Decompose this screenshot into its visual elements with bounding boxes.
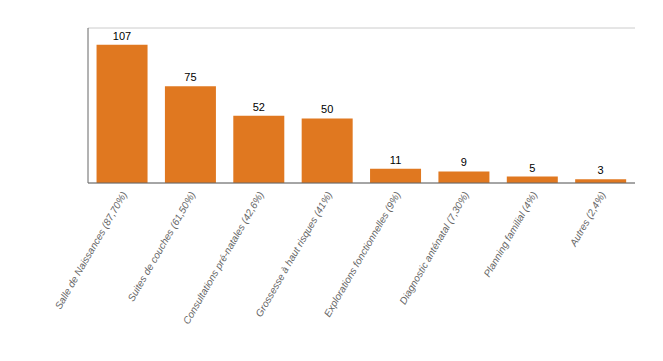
svg-text:Consultations pré-natales (42,: Consultations pré-natales (42,6%) [181, 190, 266, 326]
svg-text:Explorations fonctionnelles (9: Explorations fonctionnelles (9%) [322, 190, 403, 319]
svg-text:Planning familial (4%): Planning familial (4%) [481, 190, 539, 279]
svg-text:Autres (2,4%): Autres (2,4%) [567, 190, 608, 249]
svg-text:Grossesse à haut risques (41%): Grossesse à haut risques (41%) [253, 190, 334, 319]
svg-text:Suites de couches (61,50%): Suites de couches (61,50%) [125, 190, 197, 304]
svg-text:50: 50 [321, 103, 333, 115]
svg-text:3: 3 [598, 164, 604, 176]
svg-text:5: 5 [529, 162, 535, 174]
svg-text:107: 107 [113, 30, 131, 42]
svg-text:Salle de Naissances (87,70%): Salle de Naissances (87,70%) [53, 190, 130, 312]
svg-text:75: 75 [184, 71, 196, 83]
svg-text:11: 11 [390, 154, 401, 166]
svg-text:Diagnostic anténatal (7,30%): Diagnostic anténatal (7,30%) [397, 190, 471, 307]
svg-text:52: 52 [253, 101, 265, 113]
svg-text:9: 9 [461, 156, 467, 168]
